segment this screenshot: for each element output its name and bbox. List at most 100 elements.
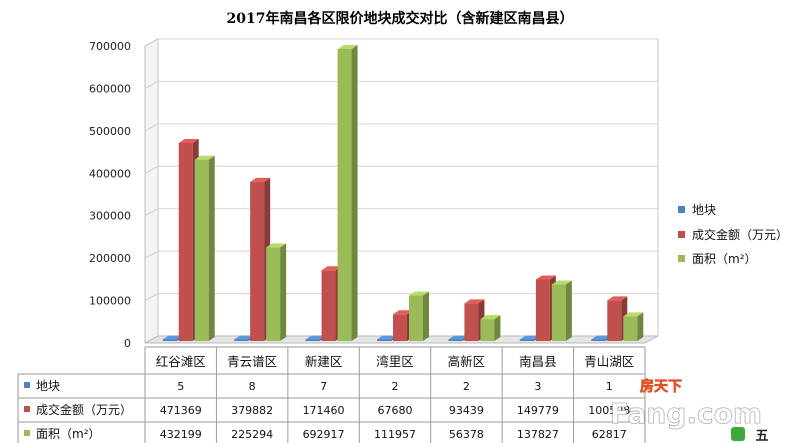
bar-top bbox=[393, 310, 413, 315]
bar-front bbox=[480, 319, 495, 341]
y-axis-ticks: 0 100000 200000 300000 400000 500000 600000 700… bbox=[89, 40, 131, 350]
legend-key bbox=[678, 231, 685, 238]
bars bbox=[162, 45, 644, 341]
bar-top bbox=[234, 335, 255, 340]
data-label: 1 bbox=[606, 380, 613, 393]
grid-line-side bbox=[144, 165, 159, 174]
bar-top bbox=[464, 299, 485, 304]
data-label: 149779 bbox=[517, 404, 559, 417]
bar-3-5 bbox=[480, 315, 501, 341]
data-label: 100508 bbox=[588, 404, 630, 417]
bar-front bbox=[321, 270, 336, 341]
x-tick-label: 湾里区 bbox=[376, 354, 414, 369]
data-label: 67680 bbox=[378, 404, 413, 417]
grid-line-side bbox=[144, 38, 159, 47]
data-label: 56378 bbox=[449, 428, 484, 441]
x-tick-label: 红谷滩区 bbox=[156, 354, 206, 369]
bar-side bbox=[423, 291, 429, 341]
bar-top bbox=[591, 335, 612, 340]
data-label: 3 bbox=[534, 380, 541, 393]
grid-line-side bbox=[144, 123, 159, 132]
bar-front bbox=[591, 339, 606, 341]
chart-walls bbox=[144, 38, 659, 344]
bar-top bbox=[551, 280, 572, 285]
data-label: 692917 bbox=[303, 428, 345, 441]
data-label: 111957 bbox=[374, 428, 416, 441]
data-label: 137827 bbox=[517, 428, 559, 441]
bar-top bbox=[377, 335, 397, 340]
bar-front bbox=[409, 295, 423, 341]
data-label: 7 bbox=[320, 380, 327, 393]
legend-key bbox=[678, 255, 685, 262]
legend-entry: 地块 bbox=[692, 203, 716, 217]
bar-top bbox=[266, 243, 287, 248]
bar-front bbox=[519, 339, 534, 341]
y-tick-label: 300000 bbox=[89, 210, 131, 223]
bar-top bbox=[321, 266, 342, 271]
bar-3-3 bbox=[337, 45, 358, 341]
bar-front bbox=[162, 339, 177, 341]
x-tick-label: 青云谱区 bbox=[227, 354, 277, 369]
grid-line-side bbox=[144, 250, 159, 259]
grid-lines bbox=[144, 38, 658, 302]
bar-top bbox=[194, 155, 215, 160]
bar-3-2 bbox=[266, 243, 287, 341]
legend-entry: 面积（m²） bbox=[692, 252, 757, 266]
data-label: 93439 bbox=[449, 404, 484, 417]
data-label: 225294 bbox=[231, 428, 273, 441]
y-tick-label: 600000 bbox=[89, 82, 131, 95]
x-tick-label: 高新区 bbox=[448, 354, 486, 369]
chart-title: 2017年南昌各区限价地块成交对比（含新建区南昌县） bbox=[227, 10, 574, 27]
bar-top bbox=[178, 139, 199, 144]
x-tick-label: 青山湖区 bbox=[584, 354, 634, 369]
bar-side bbox=[565, 280, 572, 341]
bar-top bbox=[305, 335, 326, 340]
bar-front bbox=[194, 159, 209, 341]
legend-key bbox=[678, 206, 685, 213]
bar-top bbox=[448, 335, 469, 340]
watermark-logo-icon bbox=[731, 427, 745, 441]
table-row-label: 地块 bbox=[36, 379, 60, 393]
bar-front bbox=[535, 279, 550, 341]
data-label: 2 bbox=[463, 380, 470, 393]
watermark-corner-text: 五 bbox=[755, 429, 768, 443]
bar-top bbox=[250, 177, 271, 182]
bar-front bbox=[337, 49, 352, 341]
bar-front bbox=[266, 247, 281, 341]
grid-line-side bbox=[144, 80, 159, 89]
bar-front bbox=[464, 303, 479, 341]
table-row-label: 面积（m²） bbox=[36, 427, 101, 441]
bar-front bbox=[377, 339, 391, 341]
bar-top bbox=[162, 335, 183, 340]
data-label: 5 bbox=[177, 380, 184, 393]
bar-front bbox=[448, 339, 463, 341]
bar-top bbox=[409, 291, 429, 296]
bar-front bbox=[178, 143, 193, 341]
bar-front bbox=[305, 339, 320, 341]
y-tick-label: 700000 bbox=[89, 40, 131, 53]
watermark-brand-en: Fang.com bbox=[610, 397, 762, 430]
y-tick-label: 500000 bbox=[89, 125, 131, 138]
back-wall bbox=[157, 38, 659, 337]
table-row-label: 成交金额（万元） bbox=[36, 402, 132, 417]
legend-entry: 成交金额（万元） bbox=[692, 227, 788, 242]
grid-line-side bbox=[144, 208, 159, 217]
data-label: 171460 bbox=[303, 404, 345, 417]
bar-3-6 bbox=[551, 280, 572, 341]
data-label: 379882 bbox=[231, 404, 273, 417]
y-tick-label: 400000 bbox=[89, 167, 131, 180]
bar-top bbox=[480, 315, 501, 320]
bar-top bbox=[607, 296, 628, 301]
bar-front bbox=[234, 339, 249, 341]
bar-side bbox=[637, 312, 644, 341]
bar-side bbox=[494, 315, 501, 341]
data-label: 2 bbox=[392, 380, 399, 393]
y-tick-label: 200000 bbox=[89, 252, 131, 265]
bar-2-5 bbox=[464, 299, 485, 341]
bar-front bbox=[551, 284, 566, 341]
watermark-brand-cn: 房天下 bbox=[640, 378, 682, 395]
